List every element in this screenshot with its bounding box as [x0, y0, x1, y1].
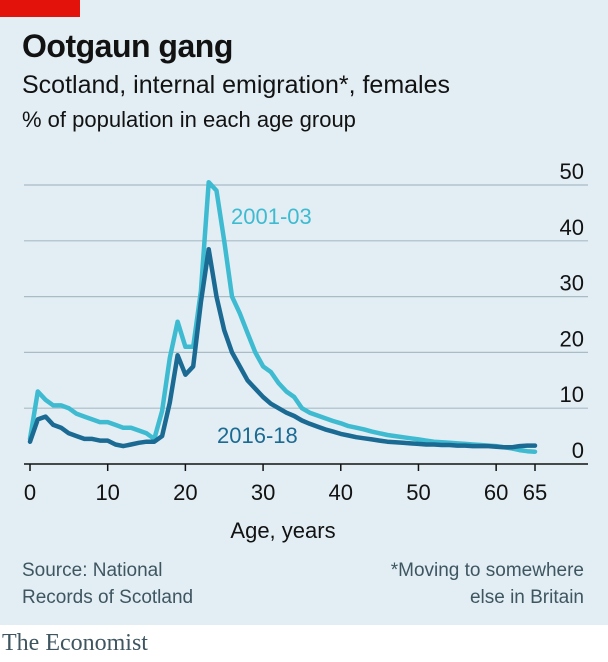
footnote-line-1: *Moving to somewhere [390, 560, 584, 581]
brand-logo-text: The Economist [2, 630, 148, 656]
x-tick-label-10: 10 [95, 480, 119, 505]
y-axis-tick-labels: 0 10 20 30 40 50 [560, 159, 584, 463]
y-tick-label-20: 20 [560, 326, 584, 351]
gridlines [24, 184, 588, 409]
y-tick-label-30: 30 [560, 271, 584, 296]
chart-panel [0, 0, 608, 625]
x-tick-label-0: 0 [24, 480, 36, 505]
annotation-2001-03: 2001-03 [231, 204, 312, 229]
chart-title: Ootgaun gang [22, 28, 233, 64]
source-note: Source: National Records of Scotland [22, 557, 193, 611]
brand-red-tag [0, 0, 80, 17]
x-axis: 0 10 20 30 40 50 60 65 [24, 463, 588, 505]
x-tick-label-30: 30 [251, 480, 275, 505]
series-lines [27, 179, 538, 454]
footnote-line-2: else in Britain [469, 587, 584, 608]
y-tick-label-10: 10 [560, 382, 584, 407]
annotation-2016-18: 2016-18 [217, 423, 298, 448]
y-tick-label-0: 0 [572, 438, 584, 463]
x-tick-label-60: 60 [484, 480, 508, 505]
source-line-1: Source: National [22, 560, 163, 581]
x-tick-label-20: 20 [173, 480, 197, 505]
y-tick-label-50: 50 [560, 159, 584, 184]
y-tick-label-40: 40 [560, 215, 584, 240]
chart-unit-note: % of population in each age group [22, 107, 356, 132]
footnote: *Moving to somewhere else in Britain [391, 557, 584, 611]
source-line-2: Records of Scotland [22, 587, 194, 608]
chart-plot: 0 10 20 30 40 50 0 10 20 30 40 50 60 65 2001-03 2016… [24, 159, 588, 543]
x-tick-label-50: 50 [406, 480, 430, 505]
x-tick-label-65: 65 [523, 480, 547, 505]
x-tick-label-40: 40 [329, 480, 353, 505]
chart-subtitle: Scotland, internal emigration*, females [22, 71, 451, 99]
x-axis-label: Age, years [230, 518, 335, 543]
series-line-2016-18 [27, 246, 538, 450]
